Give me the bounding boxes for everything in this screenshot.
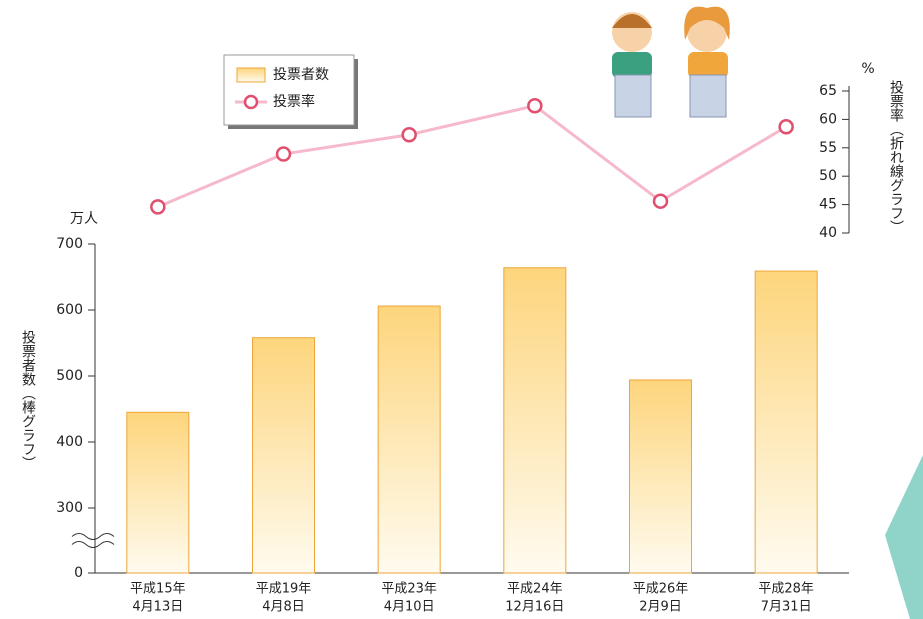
y-tick-label: 400 <box>56 434 83 450</box>
y2-tick-label: 60 <box>819 111 837 127</box>
x-tick-label: 12月16日 <box>505 600 564 615</box>
bar <box>630 380 692 573</box>
marker <box>654 195 667 208</box>
bar <box>127 412 189 573</box>
legend-label: 投票者数 <box>273 67 329 83</box>
marker <box>151 200 164 213</box>
x-tick-label: 平成15年 <box>130 582 186 597</box>
legend-marker <box>245 96 257 108</box>
marker <box>780 120 793 133</box>
y2-unit: % <box>861 61 874 77</box>
legend-label: 投票率 <box>273 93 315 110</box>
legend-swatch <box>237 68 265 82</box>
y-tick-label: 300 <box>56 500 83 516</box>
marker <box>528 99 541 112</box>
x-tick-label: 4月8日 <box>262 600 305 615</box>
x-tick-label: 平成26年 <box>633 582 689 597</box>
axis-break <box>72 542 114 548</box>
x-tick-label: 平成28年 <box>758 582 814 597</box>
legend-box <box>224 55 354 125</box>
chart: 万人 % 投票者数（棒グラフ） 投票率（折れ線グラフ） 投票者数投票率 0 300… <box>0 0 923 619</box>
y-tick-label: 0 <box>74 565 83 581</box>
bar <box>755 271 817 573</box>
y2-tick-label: 40 <box>819 225 837 241</box>
x-tick-label: 7月31日 <box>761 600 812 615</box>
x-tick-label: 4月13日 <box>132 600 183 615</box>
y-unit: 万人 <box>70 211 98 227</box>
marker <box>277 148 290 161</box>
y2-tick-label: 55 <box>819 140 837 156</box>
bar <box>253 338 315 573</box>
illustration <box>612 7 730 117</box>
x-tick-label: 平成23年 <box>381 582 437 597</box>
x-tick-label: 2月9日 <box>639 600 682 615</box>
bar <box>504 268 566 573</box>
y-tick-label: 600 <box>56 302 83 318</box>
y-tick-label: 500 <box>56 368 83 384</box>
x-tick-label: 平成24年 <box>507 582 563 597</box>
decoration <box>885 455 923 619</box>
y2-tick-label: 50 <box>819 168 837 184</box>
bar <box>378 306 440 573</box>
y2-tick-label: 65 <box>819 83 837 99</box>
y-axis-label: 投票者数（棒グラフ） <box>20 330 36 470</box>
y-tick-label: 700 <box>56 236 83 252</box>
y2-tick-label: 45 <box>819 197 837 213</box>
y2-axis-label: 投票率（折れ線グラフ） <box>888 80 904 234</box>
marker <box>403 128 416 141</box>
x-tick-label: 4月10日 <box>384 600 435 615</box>
x-tick-label: 平成19年 <box>256 582 312 597</box>
axis-break <box>72 534 114 540</box>
